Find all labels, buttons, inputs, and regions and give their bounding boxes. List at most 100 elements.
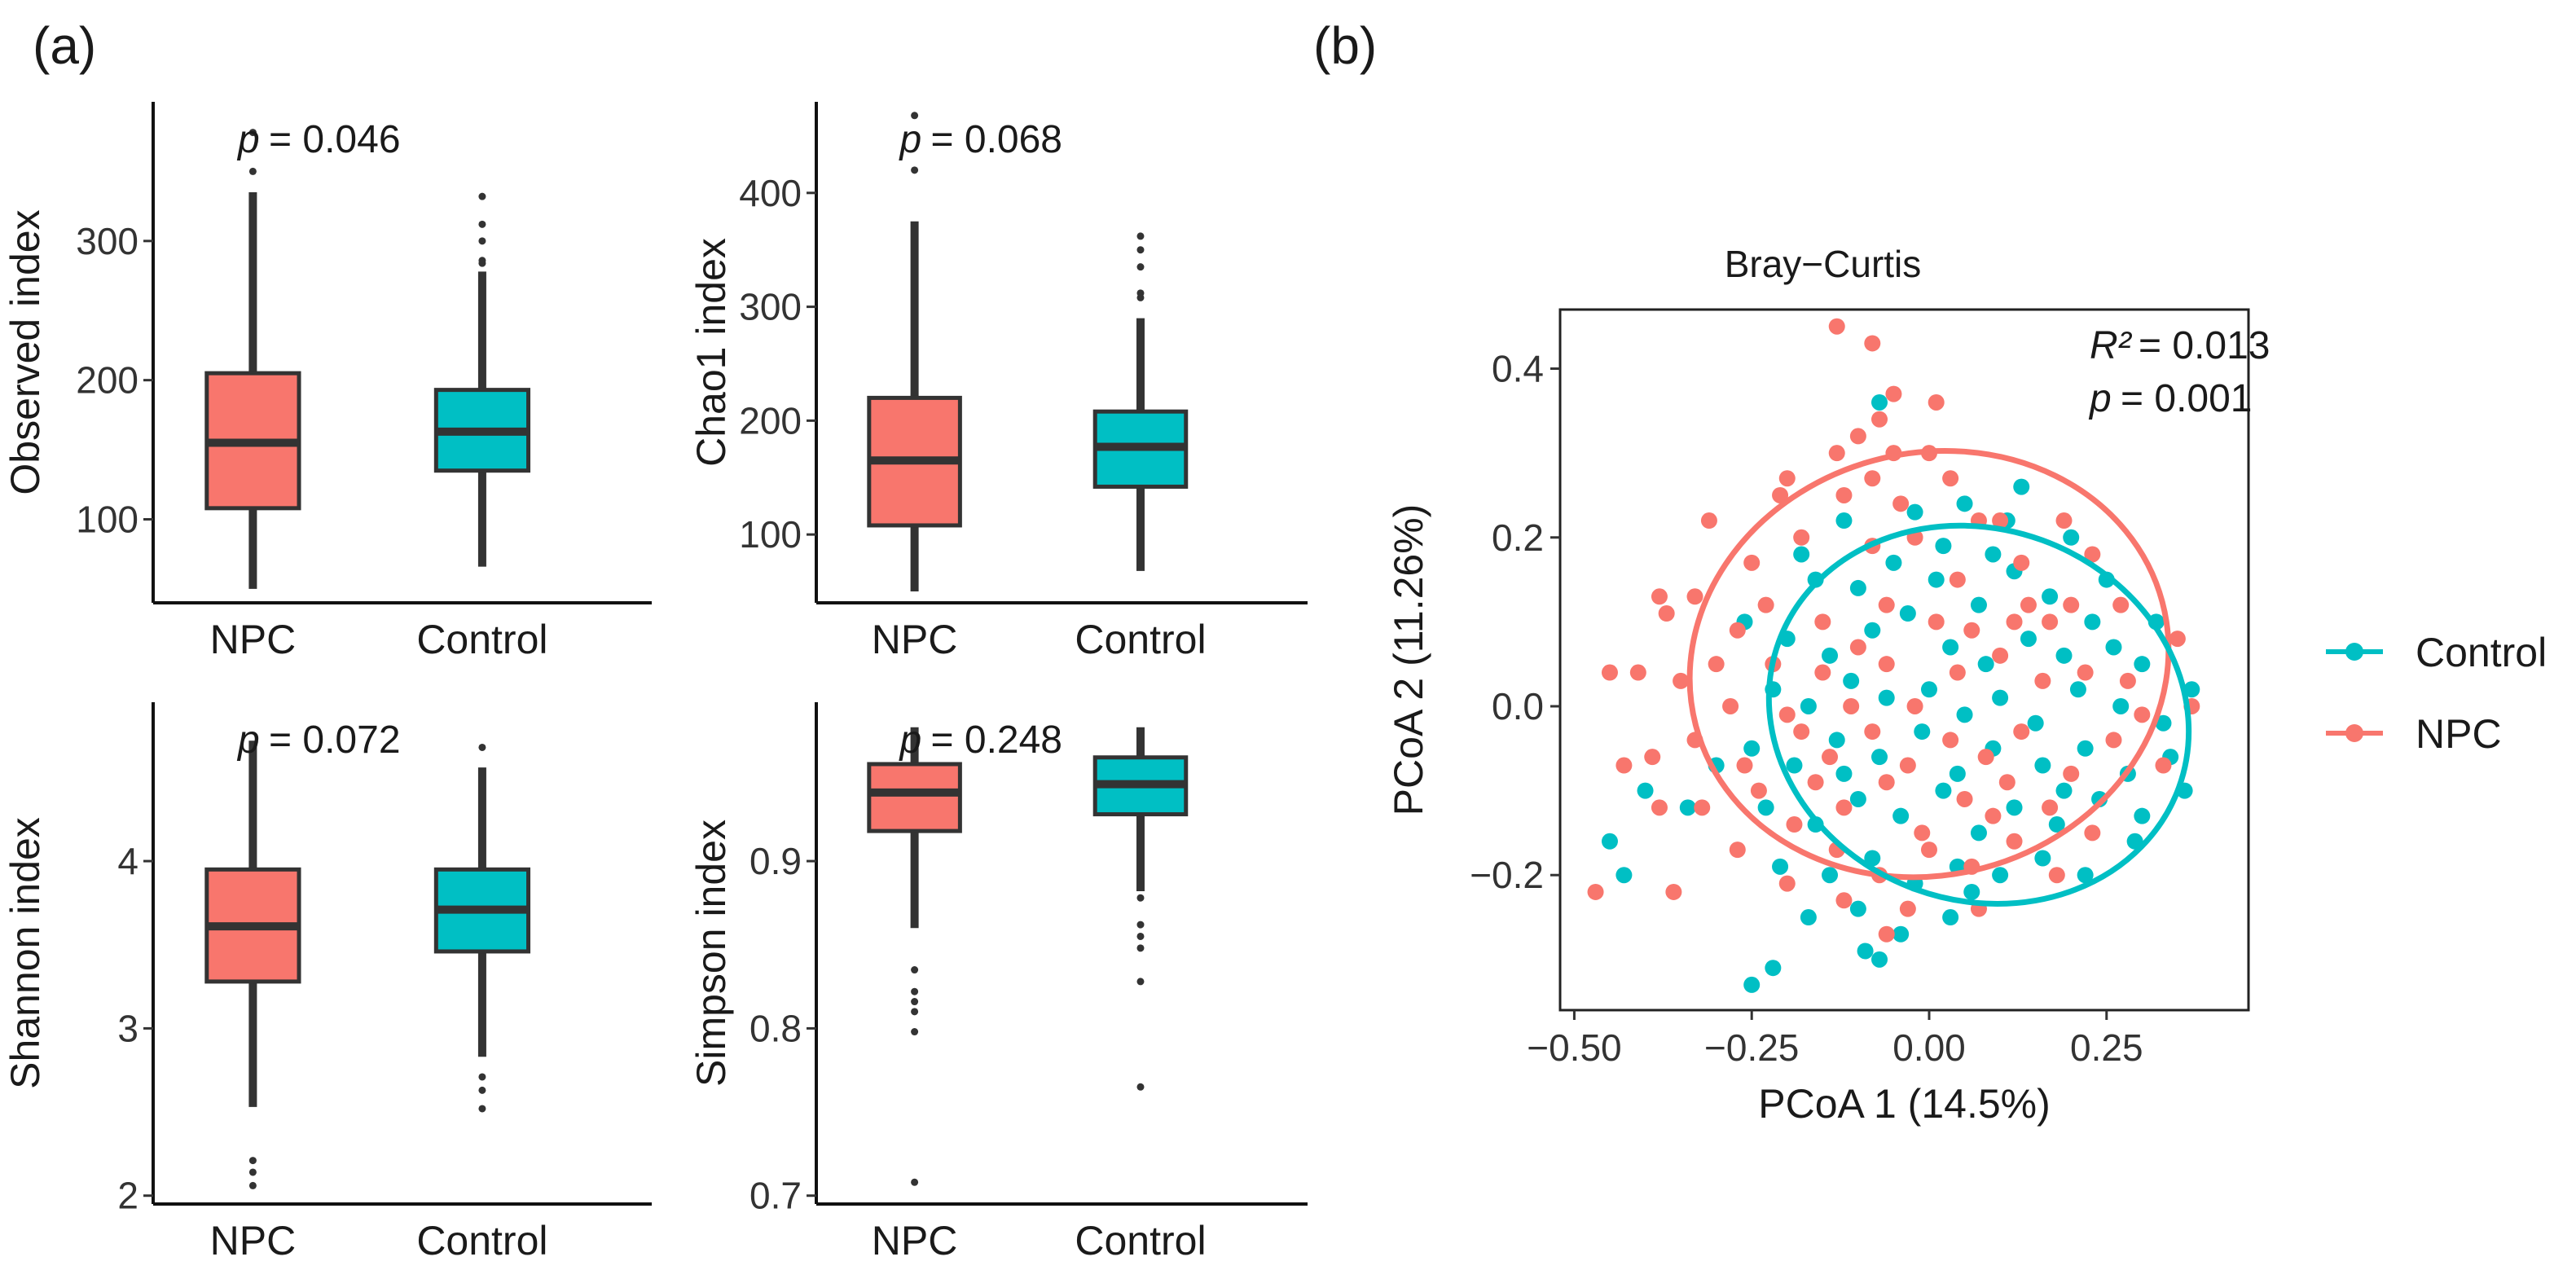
point-control xyxy=(1892,807,1910,824)
y-axis-label: PCoA 2 (11.26%) xyxy=(1386,504,1431,816)
point-control xyxy=(1871,393,1888,411)
p-value-symbol: p xyxy=(899,118,922,161)
point-npc xyxy=(1878,774,1895,791)
point-control xyxy=(1793,546,1810,563)
legend-label: NPC xyxy=(2416,711,2502,757)
outlier-point xyxy=(248,129,257,137)
outlier-point xyxy=(478,192,486,200)
outlier-point xyxy=(248,167,257,175)
point-npc xyxy=(1885,385,1902,402)
y-tick-label: 2 xyxy=(117,1175,138,1217)
box-body xyxy=(867,762,962,833)
outlier-point xyxy=(248,1168,257,1176)
point-control xyxy=(1857,943,1874,960)
point-control xyxy=(1906,503,1923,521)
x-category-label: NPC xyxy=(210,617,297,662)
outlier-point xyxy=(248,1181,257,1189)
panel-label-b: (b) xyxy=(1313,16,1377,75)
p-value-symbol: p xyxy=(236,118,260,161)
p-value-symbol: p xyxy=(236,718,260,762)
point-npc xyxy=(1835,486,1853,503)
point-npc xyxy=(2006,833,2023,850)
point-control xyxy=(2155,714,2172,732)
point-npc xyxy=(1843,697,1860,714)
point-npc xyxy=(1899,757,1916,774)
point-control xyxy=(1615,867,1633,884)
point-npc xyxy=(2169,631,2186,648)
point-control xyxy=(1892,925,1910,943)
point-npc xyxy=(1814,664,1831,681)
point-npc xyxy=(1772,486,1789,503)
point-npc xyxy=(1985,807,2002,824)
point-npc xyxy=(2084,546,2101,563)
outlier-point xyxy=(911,166,919,174)
point-npc xyxy=(2013,554,2030,571)
plot-border xyxy=(1558,308,2250,1012)
y-tick-label: 0.2 xyxy=(1492,516,1544,559)
point-npc xyxy=(1708,656,1725,673)
point-npc xyxy=(1601,664,1618,681)
point-npc xyxy=(2063,765,2080,782)
point-npc xyxy=(1807,774,1824,791)
y-tick-label: 4 xyxy=(117,840,138,882)
legend-key-point xyxy=(2345,724,2363,742)
point-control xyxy=(1849,579,1866,596)
point-control xyxy=(2134,656,2151,673)
point-control xyxy=(1963,883,1980,900)
legend-key-point xyxy=(2345,643,2363,661)
outlier-point xyxy=(1136,263,1145,271)
point-control xyxy=(1992,867,2009,884)
point-control xyxy=(1970,596,1987,613)
point-control xyxy=(1935,538,1952,555)
point-npc xyxy=(1793,529,1810,546)
point-npc xyxy=(1920,842,1937,859)
x-tick-label: 0.25 xyxy=(2070,1026,2143,1069)
point-control xyxy=(1800,697,1817,714)
point-control xyxy=(1970,824,1987,842)
point-npc xyxy=(1835,799,1853,816)
point-npc xyxy=(1864,335,1881,352)
point-control xyxy=(1822,867,1839,884)
point-npc xyxy=(1871,411,1888,428)
point-npc xyxy=(1729,622,1746,639)
outlier-point xyxy=(1136,289,1145,297)
outlier-point xyxy=(911,987,919,995)
point-npc xyxy=(1750,782,1767,799)
point-npc xyxy=(1651,799,1668,816)
outlier-point xyxy=(1136,232,1145,240)
point-npc xyxy=(1949,664,1966,681)
point-npc xyxy=(1992,647,2009,664)
point-control xyxy=(2006,799,2023,816)
point-control xyxy=(1765,960,1782,977)
point-npc xyxy=(1928,393,1945,411)
outlier-point xyxy=(478,257,486,265)
x-tick-label: −0.25 xyxy=(1704,1026,1799,1069)
ellipse-control xyxy=(1765,522,2192,907)
point-control xyxy=(1871,749,1888,766)
point-control xyxy=(1878,689,1895,706)
point-npc xyxy=(2055,512,2073,530)
point-npc xyxy=(1828,445,1845,462)
point-npc xyxy=(2155,757,2172,774)
y-tick-label: 0.4 xyxy=(1492,348,1544,390)
point-control xyxy=(1835,512,1853,530)
x-category-label: NPC xyxy=(210,1218,297,1263)
x-category-label: NPC xyxy=(872,617,958,662)
point-control xyxy=(1849,790,1866,807)
point-npc xyxy=(1658,605,1675,622)
y-tick-label: 100 xyxy=(76,499,138,541)
outlier-point xyxy=(1136,921,1145,929)
point-control xyxy=(1849,900,1866,917)
point-npc xyxy=(2063,596,2080,613)
point-control xyxy=(1637,782,1654,799)
point-npc xyxy=(1878,925,1895,943)
point-control xyxy=(2027,714,2044,732)
outlier-point xyxy=(478,220,486,228)
point-control xyxy=(2055,647,2073,664)
y-axis-label: Observed index xyxy=(2,209,48,494)
y-tick-label: 200 xyxy=(76,359,138,402)
p-value-text: = 0.001 xyxy=(2121,377,2252,420)
